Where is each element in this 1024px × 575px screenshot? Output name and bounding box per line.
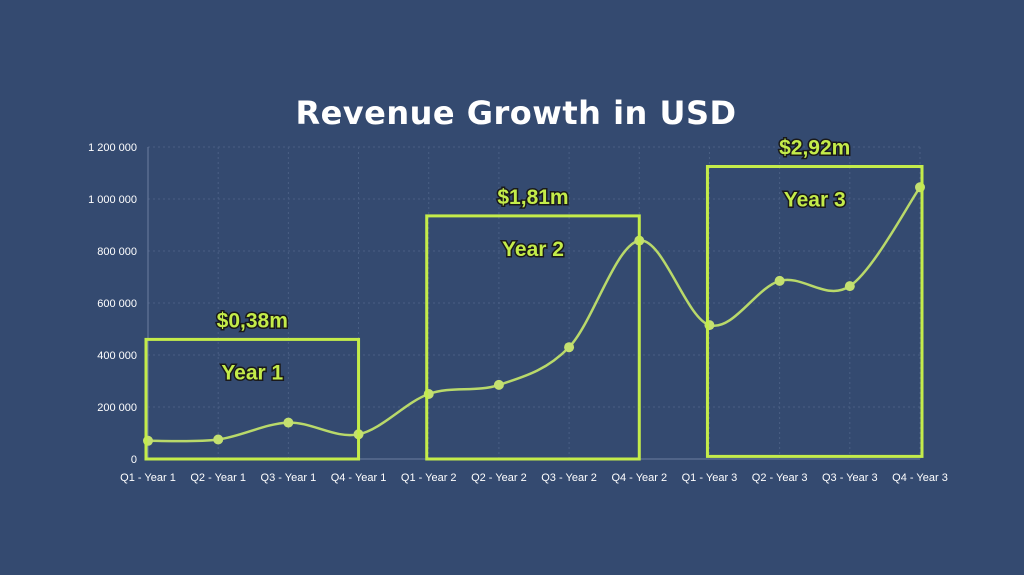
year-total-label: $1,81m: [497, 186, 568, 209]
data-point: [844, 281, 855, 292]
grid: [147, 146, 921, 460]
y-tick-label: 400 000: [97, 350, 137, 362]
x-tick-label: Q4 - Year 3: [892, 472, 948, 484]
data-point: [423, 389, 434, 399]
x-tick-label: Q3 - Year 3: [822, 472, 878, 484]
x-tick-label: Q4 - Year 1: [331, 472, 387, 484]
year-total-label: $0,38m: [217, 309, 288, 332]
x-tick-label: Q1 - Year 2: [401, 472, 457, 484]
y-tick-label: 800 000: [97, 246, 137, 258]
year-annotations: $0,38m Year 1 $1,81m Year 2 $2,92m Year 3: [144, 135, 924, 461]
data-point: [283, 417, 294, 428]
y-tick-label: 600 000: [97, 298, 137, 310]
x-tick-label: Q4 - Year 2: [611, 472, 667, 484]
data-point: [915, 182, 925, 193]
y-tick-label: 0: [131, 454, 137, 466]
x-tick-label: Q1 - Year 3: [682, 472, 738, 484]
y-tick-label: 200 000: [97, 402, 137, 414]
data-point: [774, 275, 785, 286]
y-tick-label: 1 200 000: [88, 142, 137, 154]
data-point: [564, 342, 575, 353]
x-tick-label: Q3 - Year 1: [261, 472, 317, 484]
year-highlight-box: [425, 214, 641, 461]
year-annotation: $1,81m Year 2: [425, 184, 641, 461]
year-label: Year 1: [221, 361, 283, 384]
x-tick-label: Q2 - Year 3: [752, 472, 808, 484]
x-tick-label: Q3 - Year 2: [541, 472, 597, 484]
year-label: Year 2: [502, 238, 564, 261]
x-tick-label: Q2 - Year 1: [190, 472, 246, 484]
data-point: [213, 434, 224, 445]
y-tick-label: 1 000 000: [88, 194, 137, 206]
x-axis-ticks: Q1 - Year 1 Q2 - Year 1 Q3 - Year 1 Q4 - Ye…: [120, 472, 948, 484]
year-label: Year 3: [784, 189, 846, 212]
data-point: [493, 379, 504, 390]
year-annotation: $0,38m Year 1: [144, 308, 361, 461]
year-annotation: $2,92m Year 3: [705, 135, 924, 458]
year-highlight-box: [705, 165, 924, 458]
x-tick-label: Q1 - Year 1: [120, 472, 176, 484]
year-highlight-box: [144, 337, 361, 461]
chart-title: Revenue Growth in USD: [295, 94, 736, 132]
y-axis-ticks: 0 200 000 400 000 600 000 800 000 1 000 000 1 …: [88, 142, 137, 466]
year-total-label: $2,92m: [779, 137, 850, 160]
x-tick-label: Q2 - Year 2: [471, 472, 527, 484]
data-point: [143, 435, 153, 446]
